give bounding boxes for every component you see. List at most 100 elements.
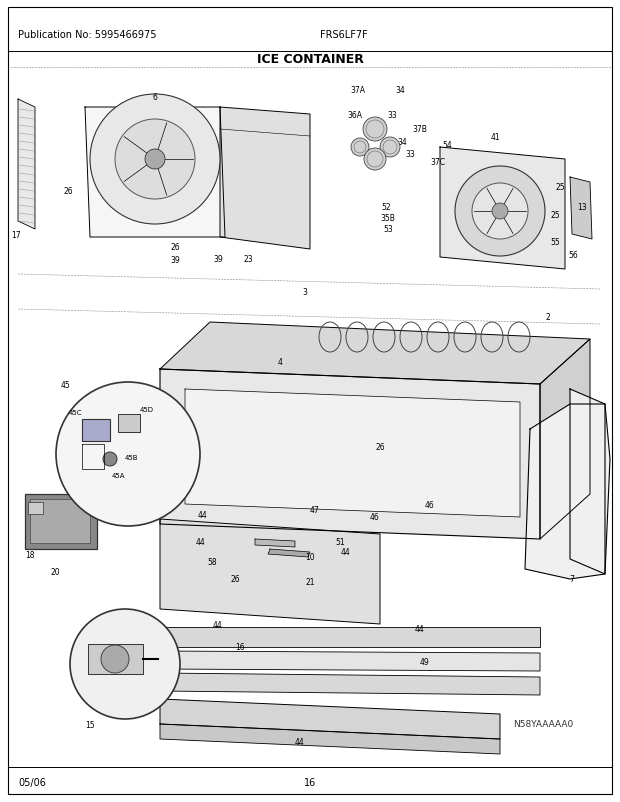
Polygon shape xyxy=(525,404,610,579)
Text: ICE CONTAINER: ICE CONTAINER xyxy=(257,53,363,66)
Polygon shape xyxy=(160,699,500,739)
Text: 45: 45 xyxy=(60,380,70,390)
Text: 6: 6 xyxy=(153,93,157,102)
Polygon shape xyxy=(540,339,590,539)
Text: N58YAAAAA0: N58YAAAAA0 xyxy=(513,719,573,728)
Text: 44: 44 xyxy=(195,537,205,546)
Text: 16: 16 xyxy=(235,642,245,651)
Bar xyxy=(28,502,43,514)
Polygon shape xyxy=(82,444,104,469)
Text: 33: 33 xyxy=(387,111,397,119)
Polygon shape xyxy=(160,724,500,754)
Text: 51: 51 xyxy=(335,537,345,546)
Text: 41: 41 xyxy=(490,133,500,142)
Text: 26: 26 xyxy=(375,443,385,452)
Text: 3: 3 xyxy=(303,288,308,297)
Text: 21: 21 xyxy=(305,577,315,586)
Text: 16: 16 xyxy=(160,630,170,639)
Circle shape xyxy=(364,149,386,171)
Text: 26: 26 xyxy=(170,243,180,252)
Text: 34: 34 xyxy=(397,138,407,147)
Polygon shape xyxy=(268,549,310,557)
Text: 2: 2 xyxy=(546,313,551,322)
Text: 35B: 35B xyxy=(381,214,396,223)
Circle shape xyxy=(472,184,528,240)
Text: 46: 46 xyxy=(370,512,380,521)
Text: 45D: 45D xyxy=(140,407,154,412)
Circle shape xyxy=(101,645,129,673)
Text: 53: 53 xyxy=(383,225,393,233)
Polygon shape xyxy=(570,390,605,574)
Circle shape xyxy=(90,95,220,225)
Text: 47: 47 xyxy=(310,505,320,514)
Text: 05/06: 05/06 xyxy=(18,777,46,787)
Text: 23: 23 xyxy=(243,255,253,264)
Text: 37B: 37B xyxy=(412,125,427,134)
Text: 18: 18 xyxy=(25,550,35,559)
Polygon shape xyxy=(85,107,225,237)
Text: 50: 50 xyxy=(60,502,70,512)
Text: 4: 4 xyxy=(278,358,283,367)
Circle shape xyxy=(103,452,117,467)
Text: 37C: 37C xyxy=(430,158,446,167)
Text: 33: 33 xyxy=(405,150,415,159)
Text: 25: 25 xyxy=(550,211,560,220)
Text: 16: 16 xyxy=(304,777,316,787)
Polygon shape xyxy=(160,627,540,647)
Text: 56: 56 xyxy=(568,251,578,260)
Polygon shape xyxy=(160,651,540,671)
Text: 44: 44 xyxy=(295,737,305,746)
Circle shape xyxy=(363,118,387,142)
Polygon shape xyxy=(255,539,295,547)
Circle shape xyxy=(56,383,200,526)
Text: 15: 15 xyxy=(85,720,95,729)
Text: 13: 13 xyxy=(577,203,587,212)
Text: 39: 39 xyxy=(170,256,180,265)
Circle shape xyxy=(351,139,369,157)
Circle shape xyxy=(70,610,180,719)
Polygon shape xyxy=(160,370,540,539)
Bar xyxy=(82,419,110,441)
Circle shape xyxy=(492,204,508,220)
Text: 49: 49 xyxy=(420,657,430,666)
Text: 44: 44 xyxy=(415,624,425,634)
Text: FRS6LF7F: FRS6LF7F xyxy=(320,30,368,40)
Polygon shape xyxy=(220,107,310,249)
Text: 39: 39 xyxy=(213,255,223,264)
Circle shape xyxy=(455,167,545,257)
Bar xyxy=(30,500,90,543)
Text: 45A: 45A xyxy=(111,472,125,479)
Bar xyxy=(118,415,140,432)
Text: 7: 7 xyxy=(570,574,575,583)
Text: 52: 52 xyxy=(381,203,391,212)
Text: 44: 44 xyxy=(197,510,207,520)
Text: 58: 58 xyxy=(207,557,217,566)
Text: 36A: 36A xyxy=(347,111,363,119)
Circle shape xyxy=(115,119,195,200)
Text: 10: 10 xyxy=(305,553,315,561)
Text: 45B: 45B xyxy=(125,455,138,460)
Text: 54: 54 xyxy=(442,141,452,150)
Polygon shape xyxy=(570,178,592,240)
Text: 26: 26 xyxy=(63,187,73,196)
Text: 26: 26 xyxy=(230,574,240,583)
Text: 45C: 45C xyxy=(68,410,82,415)
Text: 17: 17 xyxy=(11,231,21,240)
Polygon shape xyxy=(440,148,565,269)
Text: 25: 25 xyxy=(555,183,565,192)
Polygon shape xyxy=(160,520,380,624)
Text: 20: 20 xyxy=(50,567,60,577)
Text: 46: 46 xyxy=(425,500,435,509)
Polygon shape xyxy=(160,673,540,695)
Circle shape xyxy=(380,138,400,158)
Polygon shape xyxy=(18,100,35,229)
Text: 44: 44 xyxy=(341,547,351,557)
Polygon shape xyxy=(160,322,590,384)
Text: 37A: 37A xyxy=(350,86,366,95)
Text: 34: 34 xyxy=(395,86,405,95)
Text: Publication No: 5995466975: Publication No: 5995466975 xyxy=(18,30,156,40)
Polygon shape xyxy=(185,390,520,517)
Bar xyxy=(88,644,143,674)
Circle shape xyxy=(145,150,165,170)
Text: 55: 55 xyxy=(550,237,560,247)
